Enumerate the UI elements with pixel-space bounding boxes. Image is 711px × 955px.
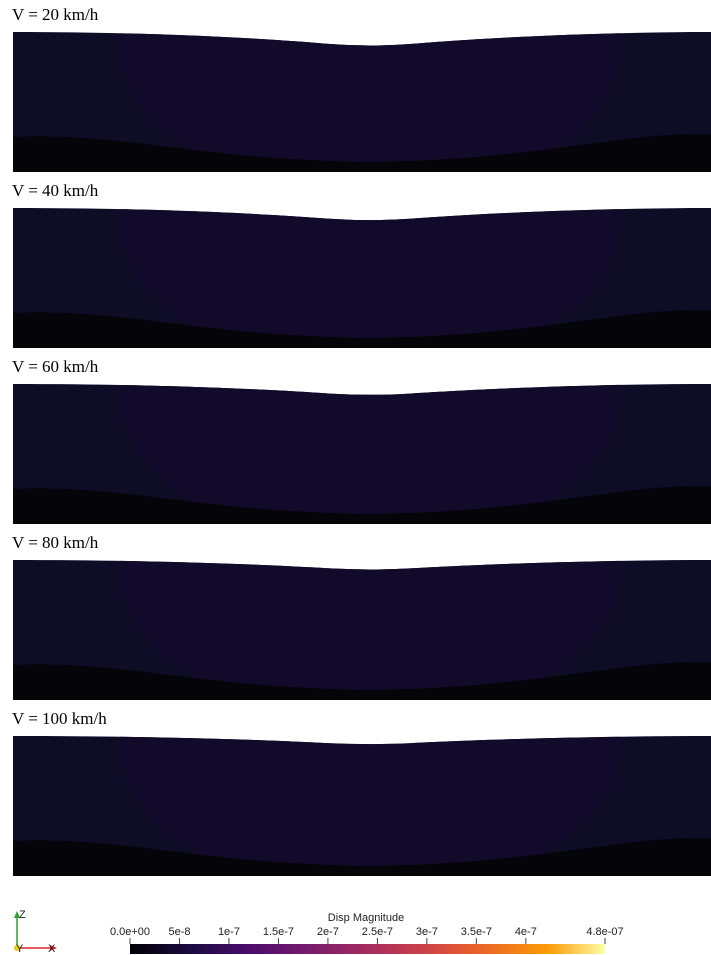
bottom-layer <box>13 661 711 700</box>
displacement-field <box>120 736 620 876</box>
y-label: Y <box>16 943 24 955</box>
panel-title: V = 80 km/h <box>12 533 99 552</box>
bottom-layer <box>13 837 711 876</box>
colorbar <box>130 944 605 954</box>
displacement-field <box>120 32 620 172</box>
panel <box>13 384 711 524</box>
bottom-layer <box>13 485 711 524</box>
z-arrow <box>14 911 20 918</box>
colorbar-tick-label: 2.5e-7 <box>362 926 393 938</box>
panel <box>13 736 711 876</box>
displacement-field <box>120 208 620 348</box>
colorbar-tick-label: 1e-7 <box>218 926 240 938</box>
bottom-layer <box>13 133 711 172</box>
colorbar-tick-label: 0.0e+00 <box>110 926 150 938</box>
colorbar-tick-label: 4.8e-07 <box>586 926 623 938</box>
bottom-layer <box>13 309 711 348</box>
displacement-field <box>120 560 620 700</box>
panel <box>13 208 711 348</box>
y-axis <box>14 945 20 951</box>
orientation-axes: Z Y X <box>14 909 57 955</box>
panel <box>13 32 711 172</box>
colorbar-tick-label: 4e-7 <box>515 926 537 938</box>
displacement-field <box>120 384 620 524</box>
panel-title: V = 20 km/h <box>12 5 99 24</box>
panel-title: V = 100 km/h <box>12 709 107 728</box>
panel-title: V = 40 km/h <box>12 181 99 200</box>
x-label: X <box>48 943 56 955</box>
z-label: Z <box>19 909 26 921</box>
colorbar-tick-label: 1.5e-7 <box>263 926 294 938</box>
colorbar-tick-label: 3.5e-7 <box>461 926 492 938</box>
colorbar-tick-label: 5e-8 <box>168 926 190 938</box>
colorbar-tick-label: 3e-7 <box>416 926 438 938</box>
panel <box>13 560 711 700</box>
colorbar-tick-label: 2e-7 <box>317 926 339 938</box>
x-arrow <box>50 945 57 951</box>
panel-title: V = 60 km/h <box>12 357 99 376</box>
colorbar-title: Disp Magnitude <box>328 912 404 924</box>
